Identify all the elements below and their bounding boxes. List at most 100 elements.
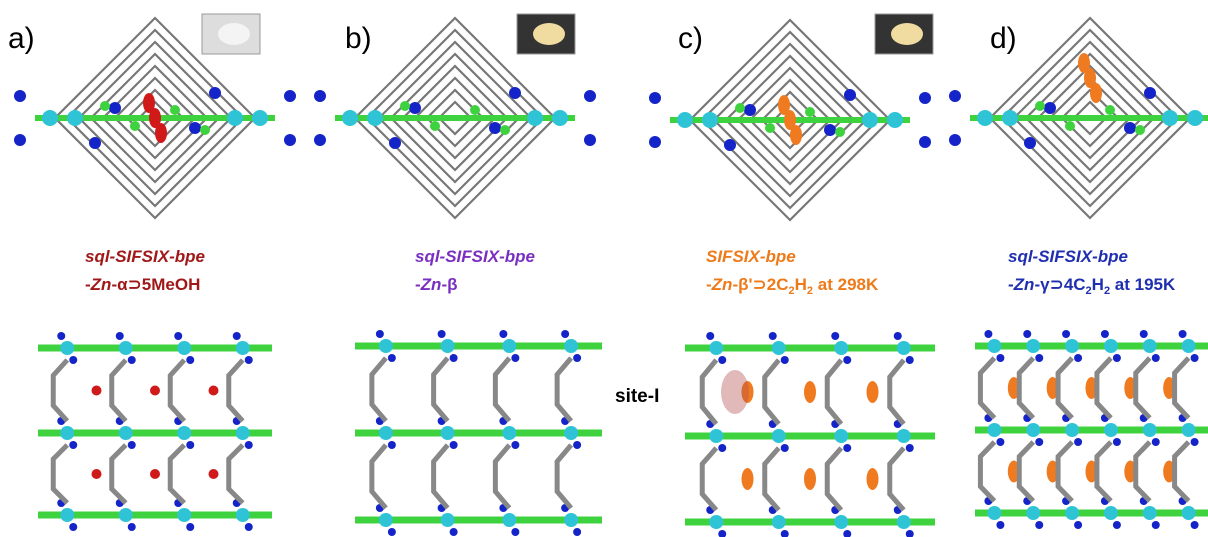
pillar [170, 445, 184, 503]
node [987, 339, 1001, 353]
n-atom [584, 134, 596, 146]
pillar [980, 442, 994, 501]
caption-name: sql-SIFSIX-bpe [1008, 247, 1128, 266]
n-atom [388, 354, 396, 362]
f-atom [1035, 101, 1045, 111]
node [441, 339, 455, 353]
n-atom [1113, 354, 1121, 362]
n-atom [843, 530, 851, 537]
caption-name: sql-SIFSIX-bpe [85, 247, 205, 266]
n-atom [1062, 330, 1070, 338]
n-atom [128, 523, 136, 531]
n-atom [511, 354, 519, 362]
node [1026, 423, 1040, 437]
f-atom [835, 127, 845, 137]
metal-atom [342, 110, 358, 126]
n-atom [1179, 330, 1187, 338]
n-atom [769, 332, 777, 340]
f-atom [805, 107, 815, 117]
n-atom [1152, 354, 1160, 362]
n-atom [128, 441, 136, 449]
n-atom [718, 444, 726, 452]
pillar [229, 445, 243, 503]
n-atom [69, 356, 77, 364]
guest [1090, 83, 1102, 103]
node [177, 426, 191, 440]
n-atom [919, 136, 931, 148]
annotation: site-I [615, 386, 659, 407]
panel-label: b) [345, 22, 372, 55]
guest [790, 125, 802, 145]
node [1065, 339, 1079, 353]
n-atom [450, 354, 458, 362]
node [1104, 506, 1118, 520]
n-atom [894, 332, 902, 340]
n-atom [996, 521, 1004, 529]
caption-formula: -Zn-β [415, 275, 458, 294]
n-atom [116, 332, 124, 340]
pillar [1019, 358, 1033, 418]
pillar [495, 445, 509, 508]
n-atom [186, 523, 194, 531]
n-atom [1152, 438, 1160, 446]
site-highlight [721, 370, 749, 414]
node [236, 341, 250, 355]
pillar [1175, 358, 1189, 418]
n-atom [314, 90, 326, 102]
pillar [1097, 442, 1111, 501]
metal-atom [887, 112, 903, 128]
node [1143, 423, 1157, 437]
n-atom [1023, 330, 1031, 338]
n-atom [245, 523, 253, 531]
n-atom [376, 330, 384, 338]
metal-atom [1162, 110, 1178, 126]
node [177, 508, 191, 522]
n-atom [906, 444, 914, 452]
n-atom [499, 330, 507, 338]
n-atom [906, 356, 914, 364]
text: -γ⊃4C [1034, 275, 1085, 294]
node [177, 341, 191, 355]
node [1104, 423, 1118, 437]
n-atom [1044, 102, 1056, 114]
node [897, 341, 911, 355]
node [236, 508, 250, 522]
node [897, 515, 911, 529]
n-atom [1074, 354, 1082, 362]
n-atom [174, 332, 182, 340]
node [987, 506, 1001, 520]
n-atom [284, 134, 296, 146]
n-atom [186, 441, 194, 449]
guest [150, 469, 160, 479]
n-atom [649, 136, 661, 148]
node [1182, 423, 1196, 437]
pillar [557, 445, 571, 508]
guest [155, 123, 167, 143]
n-atom [949, 90, 961, 102]
pillar [1136, 442, 1150, 501]
n-atom [718, 530, 726, 537]
caption-formula: -Zn-α⊃5MeOH [85, 275, 200, 294]
n-atom [949, 134, 961, 146]
node [834, 515, 848, 529]
n-atom [844, 89, 856, 101]
metal-atom [227, 110, 243, 126]
n-atom [1113, 521, 1121, 529]
caption: SIFSIX-bpe -Zn-β'⊃2C2H2 at 298K [706, 247, 879, 297]
panel-label: d) [990, 22, 1017, 55]
caption-formula: -Zn-β'⊃2C2H2 at 298K [706, 275, 879, 297]
n-atom [1101, 330, 1109, 338]
pillar [434, 358, 448, 421]
node [834, 429, 848, 443]
n-atom [1035, 521, 1043, 529]
n-atom [450, 441, 458, 449]
f-atom [200, 125, 210, 135]
metal-atom [552, 110, 568, 126]
pillar [557, 358, 571, 421]
pillar [372, 445, 386, 508]
n-atom [1140, 330, 1148, 338]
text: Zn [90, 275, 112, 294]
metal-atom [677, 112, 693, 128]
f-atom [400, 101, 410, 111]
pillar [890, 448, 904, 510]
